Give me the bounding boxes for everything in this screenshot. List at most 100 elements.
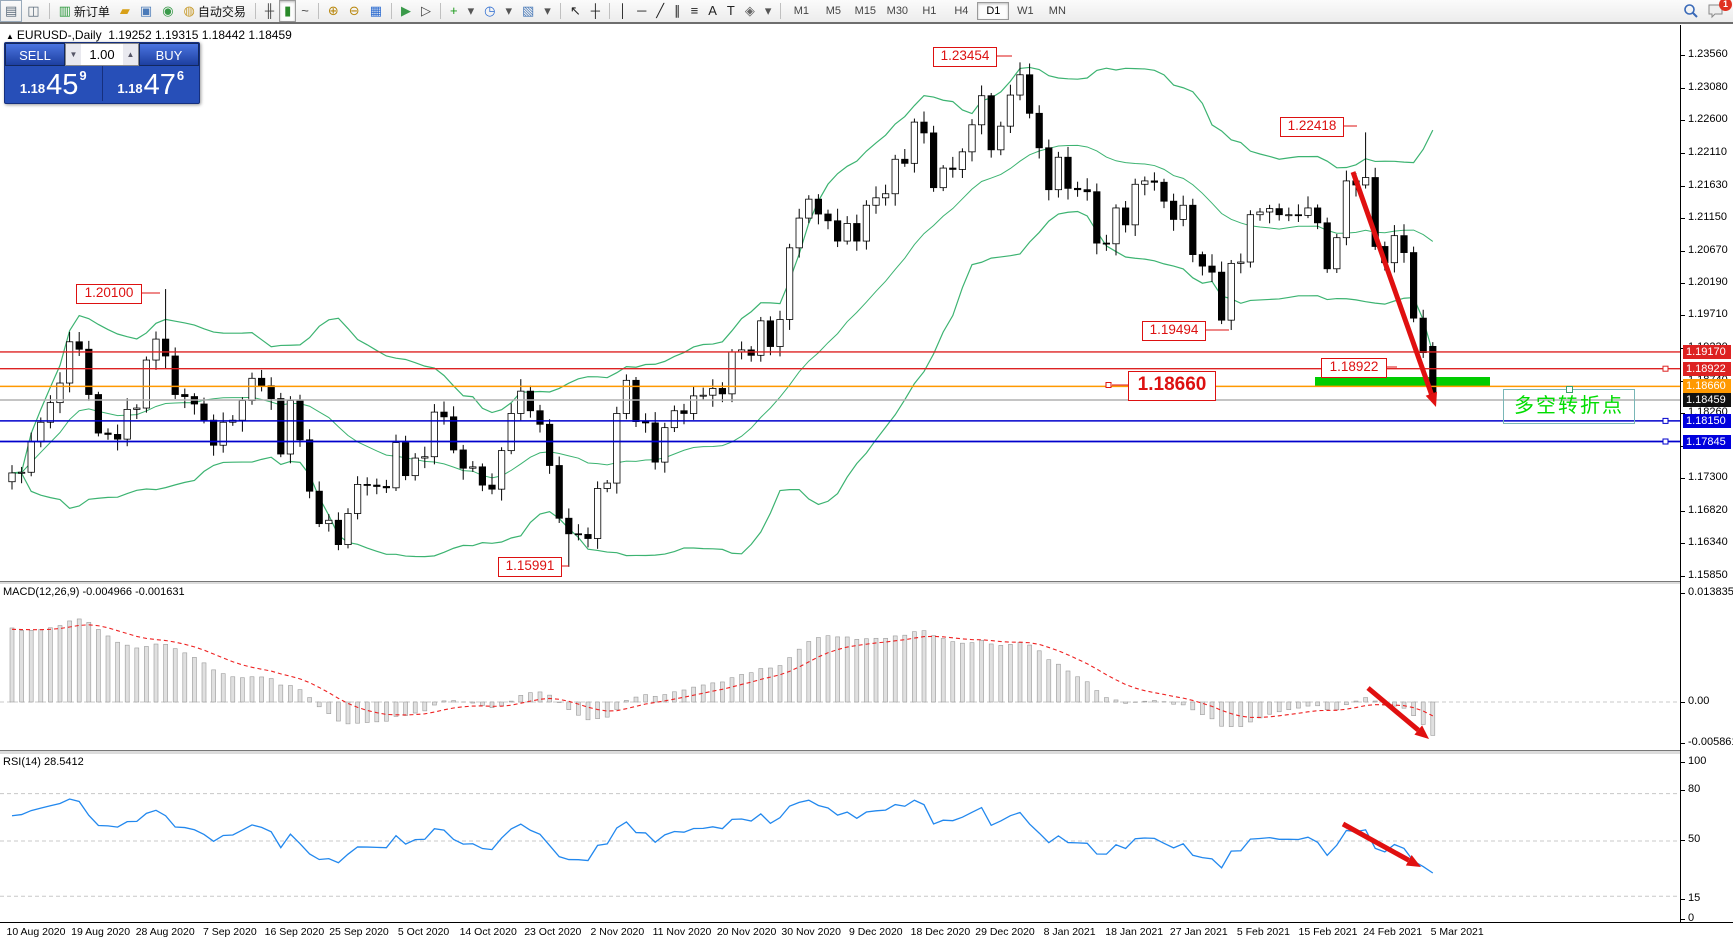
- macd-histogram-bar: [844, 636, 850, 703]
- price-annotation-1.18660[interactable]: 1.18660: [1128, 371, 1216, 401]
- timeframe-m1[interactable]: M1: [793, 5, 809, 17]
- candle-body: [1189, 204, 1197, 255]
- rsi-pane[interactable]: RSI(14) 28.5412: [0, 754, 1680, 921]
- chevron-down-icon[interactable]: ▾: [500, 0, 517, 22]
- timeframe-h4[interactable]: H4: [954, 5, 969, 17]
- indicators-icon[interactable]: +: [445, 0, 463, 22]
- crayon-icon[interactable]: ▰: [115, 0, 135, 22]
- candle-body: [1362, 177, 1370, 186]
- profiles-icon[interactable]: ◫: [22, 0, 44, 22]
- price-annotation-1.18922[interactable]: 1.18922: [1321, 358, 1387, 378]
- timeframe-mn[interactable]: MN: [1048, 5, 1066, 17]
- new-order-button[interactable]: ▥ 新订单: [54, 0, 115, 22]
- candle-body: [325, 519, 333, 525]
- chevron-down-icon: ▾: [505, 3, 512, 18]
- macd-histogram-bar: [1190, 701, 1196, 711]
- price-annotation-1.20100[interactable]: 1.20100: [76, 284, 142, 304]
- market-watch-icon[interactable]: ▣: [135, 0, 157, 22]
- rsi-label: RSI(14) 28.5412: [3, 756, 84, 768]
- search-icon[interactable]: [1683, 3, 1699, 19]
- fibonacci-icon[interactable]: ≡: [686, 0, 704, 22]
- timeframe-h1[interactable]: H1: [922, 5, 937, 17]
- trend-arrow[interactable]: [1350, 171, 1434, 395]
- volume-input[interactable]: 1.00: [89, 47, 115, 62]
- chat-icon[interactable]: 1: [1707, 0, 1732, 19]
- cursor-icon[interactable]: ↖: [565, 0, 586, 22]
- volume-increase-button[interactable]: ▲: [123, 44, 138, 65]
- clock-icon[interactable]: ◷: [479, 0, 500, 22]
- macd-histogram-bar: [1209, 701, 1215, 720]
- chevron-down-icon[interactable]: ▾: [539, 0, 556, 22]
- macd-chart[interactable]: [0, 584, 1680, 750]
- crosshair-icon[interactable]: ┼: [586, 0, 605, 22]
- selection-handle[interactable]: [1566, 386, 1573, 393]
- zoom-in-icon[interactable]: ⊕: [323, 0, 344, 22]
- bar-chart-icon[interactable]: ╫: [260, 0, 279, 22]
- candle-body: [1275, 208, 1283, 216]
- price-level-label: 1.18459: [1683, 393, 1731, 407]
- text-label-icon[interactable]: T: [722, 0, 740, 22]
- sell-price[interactable]: 1.18 45 9: [5, 66, 103, 101]
- chevron-down-icon[interactable]: ▾: [760, 0, 777, 22]
- main-chart-pane[interactable]: ▲ EURUSD-,Daily 1.19252 1.19315 1.18442 1…: [0, 25, 1680, 581]
- timeframe-d1[interactable]: D1: [977, 2, 1010, 20]
- macd-histogram-bar: [422, 701, 428, 712]
- autotrade-button[interactable]: ◍ 自动交易: [179, 0, 251, 22]
- line-chart-icon[interactable]: ~: [296, 0, 314, 22]
- zoom-in-icon: ⊕: [327, 3, 339, 18]
- reversal-note-label[interactable]: 多空转折点: [1503, 386, 1635, 424]
- line-handle[interactable]: [1662, 365, 1669, 372]
- support-zone-highlight[interactable]: [1315, 377, 1490, 387]
- chart-shift-icon[interactable]: ▷: [416, 0, 436, 22]
- buy-button[interactable]: BUY: [139, 43, 199, 66]
- candle-body: [459, 449, 467, 469]
- chevron-down-icon[interactable]: ▾: [463, 0, 480, 22]
- macd-histogram-bar: [144, 646, 149, 703]
- shapes-icon[interactable]: ◈: [740, 0, 760, 22]
- timeframe-w1[interactable]: W1: [1017, 5, 1034, 17]
- trend-arrow[interactable]: [1341, 821, 1410, 863]
- horizontal-line-icon[interactable]: ─: [632, 0, 651, 22]
- volume-decrease-button[interactable]: ▼: [66, 44, 81, 65]
- chevron-down-icon: ▾: [544, 3, 551, 18]
- trend-arrow[interactable]: [1366, 686, 1420, 732]
- macd-pane[interactable]: MACD(12,26,9) -0.004966 -0.001631: [0, 584, 1680, 750]
- auto-scroll-icon[interactable]: ▶: [396, 0, 416, 22]
- vertical-line-icon[interactable]: │: [614, 0, 632, 22]
- date-tick-label: 29 Dec 2020: [975, 926, 1035, 938]
- timeframe-m15[interactable]: M15: [854, 5, 877, 17]
- sell-button[interactable]: SELL: [5, 43, 65, 66]
- bollinger-lower-band: [11, 210, 1434, 558]
- line-handle[interactable]: [1662, 417, 1669, 424]
- trendline-icon[interactable]: ╱: [651, 0, 669, 22]
- buy-price[interactable]: 1.18 47 6: [103, 66, 200, 101]
- timeframe-m5[interactable]: M5: [825, 5, 841, 17]
- price-tick: 1.23560: [1688, 48, 1728, 61]
- price-annotation-1.19494[interactable]: 1.19494: [1142, 321, 1206, 341]
- candlestick-chart-icon[interactable]: ▮: [279, 0, 297, 22]
- equidistant-channel-icon[interactable]: ∥: [669, 0, 686, 22]
- autotrade-button-label: 自动交易: [197, 4, 246, 19]
- candlestick-chart[interactable]: [0, 25, 1680, 581]
- template-icon[interactable]: ▧: [517, 0, 539, 22]
- candle-body: [1218, 271, 1226, 321]
- tick-mark: [1681, 218, 1685, 220]
- candle-body: [747, 349, 755, 356]
- zoom-out-icon[interactable]: ⊖: [344, 0, 365, 22]
- price-annotation-1.15991[interactable]: 1.15991: [498, 557, 562, 577]
- timeframe-m30[interactable]: M30: [886, 5, 909, 17]
- chart-window-icon[interactable]: ▤: [0, 0, 23, 22]
- candle-body: [1285, 214, 1293, 217]
- line-handle[interactable]: [1662, 438, 1669, 445]
- collapse-arrow-icon[interactable]: ▲: [6, 32, 14, 41]
- macd-histogram-bar: [1372, 700, 1378, 703]
- price-annotation-1.23454[interactable]: 1.23454: [933, 47, 997, 67]
- signals-icon[interactable]: ◉: [157, 0, 178, 22]
- candle-body: [334, 519, 343, 545]
- price-annotation-1.22418[interactable]: 1.22418: [1280, 117, 1344, 137]
- rsi-chart[interactable]: [0, 754, 1680, 921]
- tile-windows-icon[interactable]: ▦: [365, 0, 387, 22]
- macd-histogram-bar: [662, 694, 668, 703]
- text-icon[interactable]: A: [703, 0, 722, 22]
- price-tick: 1.21150: [1688, 211, 1727, 224]
